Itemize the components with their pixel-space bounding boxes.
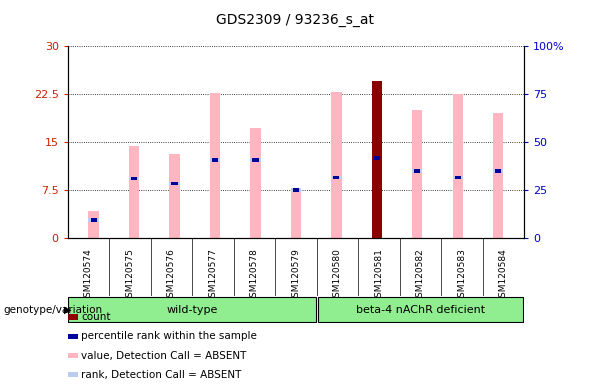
Text: count: count bbox=[81, 312, 111, 322]
Bar bbox=[250, 158, 260, 162]
Text: GSM120582: GSM120582 bbox=[416, 248, 425, 303]
Bar bbox=[131, 177, 137, 180]
Bar bbox=[68, 372, 78, 377]
Bar bbox=[170, 182, 180, 185]
Text: rank, Detection Call = ABSENT: rank, Detection Call = ABSENT bbox=[81, 370, 242, 380]
Text: GSM120583: GSM120583 bbox=[458, 248, 466, 303]
Bar bbox=[129, 177, 139, 180]
Text: GSM120581: GSM120581 bbox=[375, 248, 383, 303]
Text: GDS2309 / 93236_s_at: GDS2309 / 93236_s_at bbox=[216, 13, 373, 27]
Bar bbox=[129, 146, 139, 238]
Bar bbox=[453, 94, 463, 238]
Bar bbox=[68, 334, 78, 339]
Text: percentile rank within the sample: percentile rank within the sample bbox=[81, 331, 257, 341]
Text: ▶: ▶ bbox=[64, 305, 71, 314]
Bar bbox=[317, 297, 524, 322]
Bar bbox=[412, 169, 422, 173]
Bar bbox=[494, 113, 504, 238]
Bar bbox=[293, 188, 299, 192]
Bar bbox=[412, 110, 422, 238]
Bar bbox=[291, 188, 301, 192]
Bar bbox=[291, 188, 301, 238]
Bar bbox=[495, 169, 501, 173]
Text: GSM120574: GSM120574 bbox=[84, 248, 93, 303]
Bar bbox=[494, 169, 504, 173]
Bar bbox=[210, 158, 220, 162]
Bar bbox=[68, 353, 78, 358]
Bar bbox=[332, 175, 342, 179]
Bar bbox=[374, 156, 380, 160]
Text: GSM120578: GSM120578 bbox=[250, 248, 259, 303]
Bar bbox=[68, 297, 316, 322]
Bar bbox=[415, 169, 421, 173]
Text: value, Detection Call = ABSENT: value, Detection Call = ABSENT bbox=[81, 351, 247, 361]
Bar bbox=[171, 182, 177, 185]
Bar bbox=[68, 314, 78, 320]
Text: genotype/variation: genotype/variation bbox=[3, 305, 102, 314]
Bar bbox=[210, 93, 220, 238]
Text: GSM120579: GSM120579 bbox=[292, 248, 300, 303]
Bar bbox=[453, 175, 463, 179]
Text: wild-type: wild-type bbox=[167, 305, 218, 314]
Text: GSM120580: GSM120580 bbox=[333, 248, 342, 303]
Bar bbox=[372, 81, 382, 238]
Bar bbox=[212, 158, 218, 162]
Text: beta-4 nAChR deficient: beta-4 nAChR deficient bbox=[356, 305, 485, 314]
Bar bbox=[250, 128, 260, 238]
Bar bbox=[170, 154, 180, 238]
Bar bbox=[91, 218, 97, 222]
Text: GSM120576: GSM120576 bbox=[167, 248, 176, 303]
Text: GSM120575: GSM120575 bbox=[125, 248, 134, 303]
Bar bbox=[333, 175, 339, 179]
Bar bbox=[88, 211, 98, 238]
Bar bbox=[88, 218, 98, 222]
Bar bbox=[332, 92, 342, 238]
Bar bbox=[253, 158, 259, 162]
Text: GSM120577: GSM120577 bbox=[209, 248, 217, 303]
Text: GSM120584: GSM120584 bbox=[499, 248, 508, 303]
Bar bbox=[455, 175, 461, 179]
